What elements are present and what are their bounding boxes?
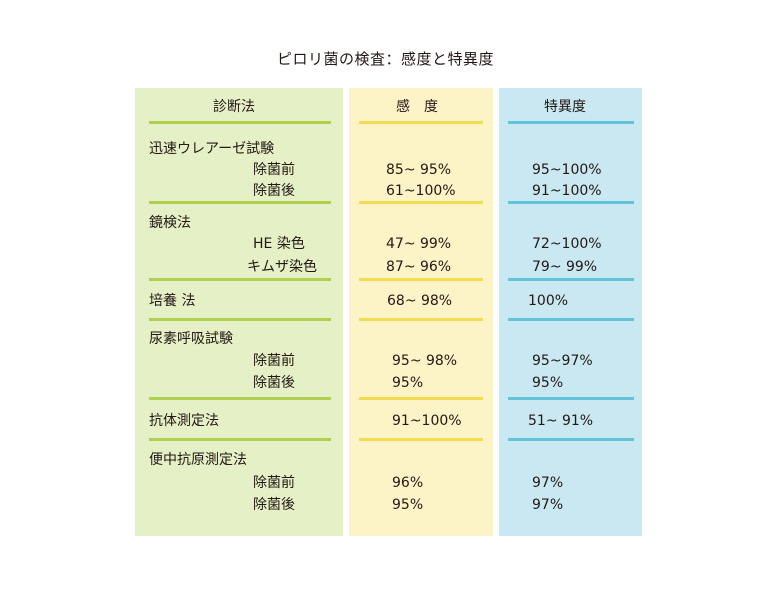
method-name: 抗体測定法	[149, 413, 219, 429]
specificity-value: 95%	[532, 375, 564, 391]
specificity-value: 79~ 99%	[532, 259, 598, 275]
sensitivity-divider	[359, 278, 483, 281]
method-name: 培養 法	[149, 293, 196, 309]
specificity-value: 97%	[532, 475, 564, 491]
specificity-value: 95~97%	[532, 353, 593, 369]
specificity-divider	[508, 121, 634, 124]
specificity-divider	[508, 278, 634, 281]
sensitivity-divider	[359, 318, 483, 321]
sensitivity-value: 95%	[392, 497, 424, 513]
sensitivity-value: 68~ 98%	[387, 293, 453, 309]
sensitivity-value: 61~100%	[386, 183, 456, 199]
sensitivity-value: 85~ 95%	[386, 162, 452, 178]
method-sublabel: キムザ染色	[247, 259, 317, 275]
specificity-column: 特異度 95~100% 91~100% 72~100% 79~ 99% 100%…	[499, 88, 642, 536]
sensitivity-value: 87~ 96%	[386, 259, 452, 275]
specificity-header: 特異度	[544, 99, 586, 115]
sensitivity-divider	[359, 201, 483, 204]
specificity-value: 95~100%	[532, 162, 602, 178]
method-sublabel: 除菌後	[253, 183, 295, 199]
method-sublabel: HE 染色	[253, 236, 305, 252]
method-name: 迅速ウレアーゼ試験	[149, 141, 275, 157]
specificity-divider	[508, 438, 634, 441]
specificity-value: 72~100%	[532, 236, 602, 252]
method-sublabel: 除菌後	[253, 497, 295, 513]
specificity-divider	[508, 318, 634, 321]
method-divider	[149, 438, 331, 441]
table-title: ピロリ菌の検査：感度と特異度	[276, 50, 494, 68]
sensitivity-header: 感 度	[396, 99, 438, 115]
sensitivity-divider	[359, 397, 483, 400]
specificity-value: 97%	[532, 497, 564, 513]
specificity-divider	[508, 397, 634, 400]
method-sublabel: 除菌前	[253, 353, 295, 369]
method-divider	[149, 121, 331, 124]
sensitivity-column: 感 度 85~ 95% 61~100% 47~ 99% 87~ 96% 68~ …	[349, 88, 493, 536]
sensitivity-divider	[359, 121, 483, 124]
method-sublabel: 除菌後	[253, 375, 295, 391]
specificity-value: 100%	[528, 293, 569, 309]
specificity-divider	[508, 201, 634, 204]
sensitivity-value: 96%	[392, 475, 424, 491]
method-divider	[149, 397, 331, 400]
sensitivity-divider	[359, 438, 483, 441]
sensitivity-value: 95~ 98%	[392, 353, 458, 369]
method-column: 診断法 迅速ウレアーゼ試験 除菌前 除菌後 鏡検法 HE 染色 キムザ染色 培養…	[135, 88, 343, 536]
specificity-value: 91~100%	[532, 183, 602, 199]
method-divider	[149, 318, 331, 321]
method-sublabel: 除菌前	[253, 162, 295, 178]
method-divider	[149, 201, 331, 204]
sensitivity-value: 95%	[392, 375, 424, 391]
method-header: 診断法	[213, 99, 255, 115]
sensitivity-value: 47~ 99%	[386, 236, 452, 252]
method-name: 尿素呼吸試験	[149, 331, 233, 347]
method-sublabel: 除菌前	[253, 475, 295, 491]
sensitivity-value: 91~100%	[392, 413, 462, 429]
method-name: 便中抗原測定法	[149, 452, 247, 468]
specificity-value: 51~ 91%	[528, 413, 594, 429]
method-name: 鏡検法	[149, 215, 191, 231]
method-divider	[149, 278, 331, 281]
